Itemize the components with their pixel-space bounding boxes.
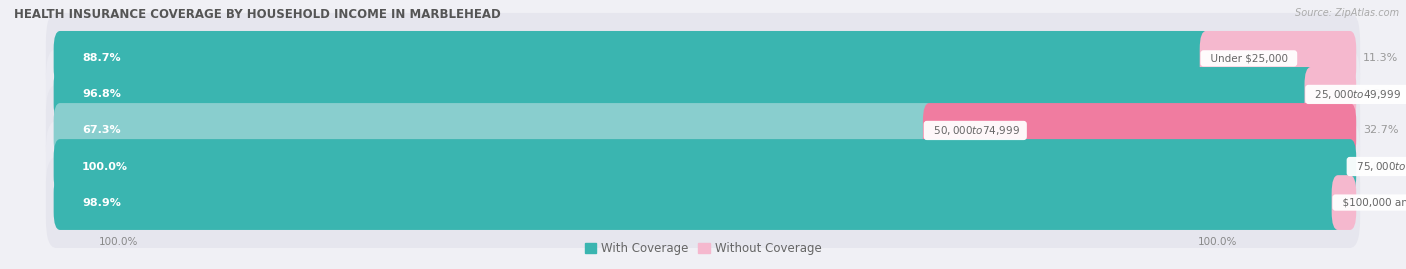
FancyBboxPatch shape [53, 67, 1315, 122]
Text: $50,000 to $74,999: $50,000 to $74,999 [927, 124, 1024, 137]
Text: 98.9%: 98.9% [82, 197, 121, 208]
Text: $25,000 to $49,999: $25,000 to $49,999 [1309, 88, 1406, 101]
FancyBboxPatch shape [46, 121, 1360, 212]
Text: 100.0%: 100.0% [1198, 238, 1237, 247]
Text: 88.7%: 88.7% [82, 53, 121, 63]
FancyBboxPatch shape [46, 13, 1360, 104]
Text: 100.0%: 100.0% [82, 161, 128, 172]
FancyBboxPatch shape [46, 85, 1360, 176]
Legend: With Coverage, Without Coverage: With Coverage, Without Coverage [579, 237, 827, 260]
FancyBboxPatch shape [46, 157, 1360, 248]
FancyBboxPatch shape [1199, 31, 1357, 86]
Text: 3.2%: 3.2% [1362, 89, 1391, 100]
FancyBboxPatch shape [53, 103, 934, 158]
FancyBboxPatch shape [1331, 175, 1357, 230]
Text: 0.0%: 0.0% [1362, 161, 1391, 172]
Text: $100,000 and over: $100,000 and over [1336, 197, 1406, 208]
Text: Source: ZipAtlas.com: Source: ZipAtlas.com [1295, 8, 1399, 18]
Text: HEALTH INSURANCE COVERAGE BY HOUSEHOLD INCOME IN MARBLEHEAD: HEALTH INSURANCE COVERAGE BY HOUSEHOLD I… [14, 8, 501, 21]
FancyBboxPatch shape [53, 139, 1357, 194]
Text: 96.8%: 96.8% [82, 89, 121, 100]
Text: 1.1%: 1.1% [1362, 197, 1391, 208]
Text: Under $25,000: Under $25,000 [1204, 53, 1294, 63]
Text: 67.3%: 67.3% [82, 125, 121, 136]
FancyBboxPatch shape [53, 31, 1211, 86]
Text: $75,000 to $99,999: $75,000 to $99,999 [1350, 160, 1406, 173]
Text: 11.3%: 11.3% [1362, 53, 1398, 63]
FancyBboxPatch shape [1305, 67, 1357, 122]
Text: 32.7%: 32.7% [1362, 125, 1398, 136]
Text: 100.0%: 100.0% [98, 238, 138, 247]
FancyBboxPatch shape [53, 175, 1341, 230]
FancyBboxPatch shape [922, 103, 1357, 158]
FancyBboxPatch shape [46, 49, 1360, 140]
